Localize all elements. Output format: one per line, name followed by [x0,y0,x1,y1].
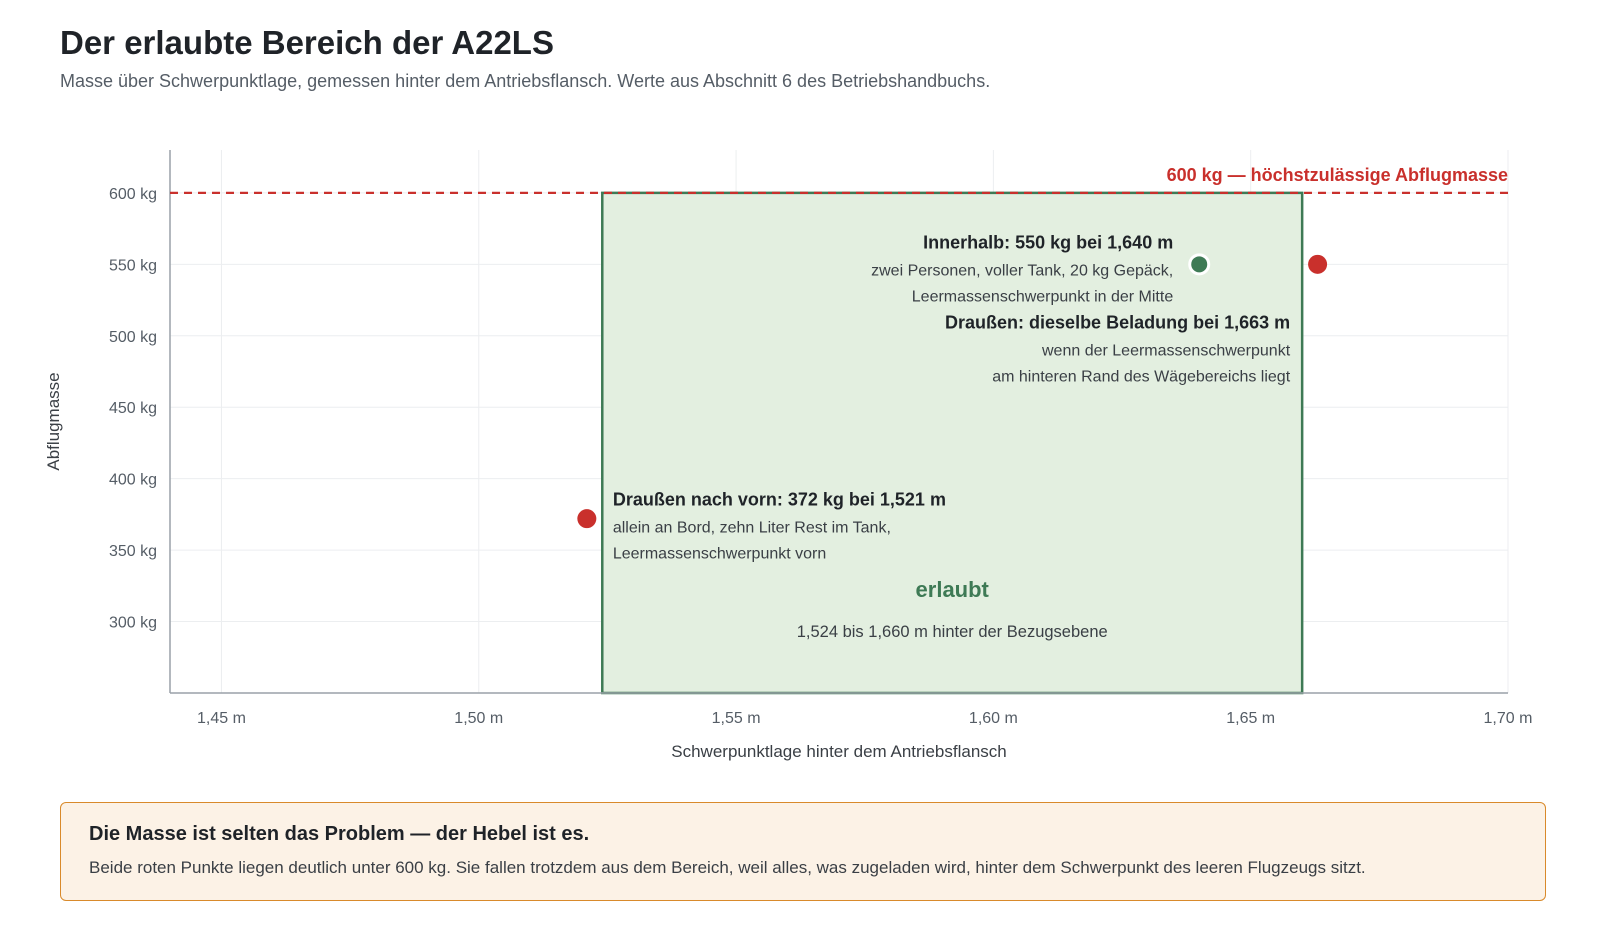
point-annotation-line-1-0: wenn der Leermassenschwerpunkt [1041,342,1291,359]
data-points: Innerhalb: 550 kg bei 1,640 m zwei Person… [577,232,1328,563]
data-point-outside-1 [1308,254,1328,274]
data-point-outside-2 [577,509,597,529]
point-annotation-line-1-1: am hinteren Rand des Wägebereichs liegt [992,368,1291,385]
page-subtitle: Masse über Schwerpunktlage, gemessen hin… [60,71,991,91]
x-tick-label-5: 1,70 m [1484,710,1533,727]
x-tick-label-4: 1,65 m [1226,710,1275,727]
envelope-label: erlaubt [916,577,990,602]
x-tick-label-1: 1,50 m [454,710,503,727]
point-annotation-line-2-1: Leermassenschwerpunkt vorn [613,546,826,563]
x-tick-label-3: 1,60 m [969,710,1018,727]
point-annotation-title-0: Innerhalb: 550 kg bei 1,640 m [923,232,1173,252]
y-tick-label-6: 600 kg [109,186,157,203]
envelope-chart: 600 kg — höchstzulässige Abflugmasse 1,4… [44,150,1533,761]
point-annotation-title-2: Draußen nach vorn: 372 kg bei 1,521 m [613,490,946,510]
y-tick-label-1: 350 kg [109,543,157,560]
point-annotation-line-0-1: Leermassenschwerpunkt in der Mitte [912,288,1174,305]
x-tick-label-0: 1,45 m [197,710,246,727]
info-box-text: Beide roten Punkte liegen deutlich unter… [89,858,1366,877]
tick-labels: 1,45 m 1,50 m 1,55 m 1,60 m 1,65 m 1,70 m 300 … [109,186,1533,727]
axes [169,150,1508,694]
y-tick-label-0: 300 kg [109,615,157,632]
y-axis-label: Abflugmasse [44,372,63,470]
y-tick-label-3: 450 kg [109,400,157,417]
data-point-inside-0 [1188,253,1211,276]
point-annotation-line-0-0: zwei Personen, voller Tank, 20 kg Gepäck… [871,262,1173,279]
x-axis-label: Schwerpunktlage hinter dem Antriebsflans… [671,742,1006,761]
point-annotation-title-1: Draußen: dieselbe Beladung bei 1,663 m [945,312,1290,332]
x-tick-label-2: 1,55 m [712,710,761,727]
y-tick-label-2: 400 kg [109,472,157,489]
page-title: Der erlaubte Bereich der A22LS [60,24,554,61]
info-box-title: Die Masse ist selten das Problem — der H… [89,823,590,845]
info-box: Die Masse ist selten das Problem — der H… [60,802,1546,901]
y-tick-label-5: 550 kg [109,257,157,274]
point-annotation-line-2-0: allein an Bord, zehn Liter Rest im Tank, [613,520,891,537]
max-mass-label: 600 kg — höchstzulässige Abflugmasse [1167,165,1508,185]
y-tick-label-4: 500 kg [109,329,157,346]
envelope-range-label: 1,524 bis 1,660 m hinter der Bezugsebene [797,623,1108,641]
